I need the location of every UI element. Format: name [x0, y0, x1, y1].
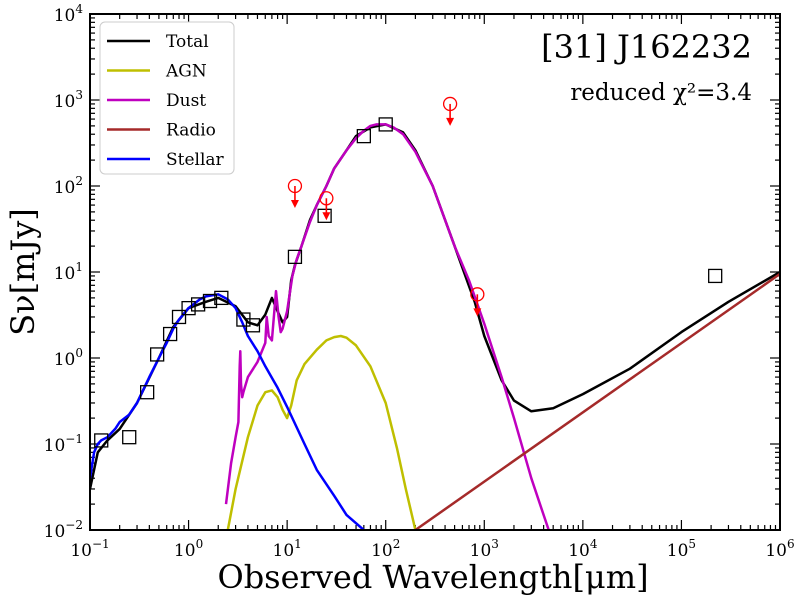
upper-limit-arrow-head: [446, 117, 455, 126]
observed-point: [171, 309, 187, 325]
observed-point: [317, 208, 332, 223]
legend-label-radio: Radio: [166, 121, 216, 141]
observed-point: [122, 430, 137, 445]
fit-annotation: reduced χ²=3.4: [570, 80, 752, 106]
observed-point: [181, 300, 196, 316]
plot-frame: [89, 13, 781, 531]
upper-limit-arrow-head: [473, 308, 482, 317]
y-tick-label: 10−2: [44, 518, 83, 542]
legend-label-total: Total: [166, 32, 209, 52]
observed-point: [150, 347, 165, 362]
observed-point: [378, 117, 393, 132]
observed-point: [94, 433, 109, 448]
legend-entries: Total AGN Dust Radio Stellar: [107, 32, 225, 170]
upper-limits: [287, 96, 485, 317]
legend: Total AGN Dust Radio Stellar: [99, 21, 235, 175]
observed-point: [140, 385, 155, 400]
observed-point: [356, 128, 371, 144]
x-tick-labels: 10−1 100 101 102 103 104 105 106: [70, 537, 794, 561]
observed-point: [162, 326, 178, 342]
upper-limit-arrow-head: [290, 200, 299, 208]
observed-points: [94, 117, 723, 448]
series-line-agn: [226, 334, 417, 530]
series-line-radio: [414, 272, 780, 530]
series-line-dust: [224, 123, 551, 530]
legend-label-dust: Dust: [166, 91, 206, 111]
observed-point: [287, 249, 303, 265]
legend-label-stellar: Stellar: [166, 150, 225, 170]
observed-point: [214, 290, 229, 306]
observed-point: [236, 312, 251, 327]
chart-title: [31] J162232: [541, 28, 752, 66]
x-axis-label: Observed Wavelength[μm]: [217, 558, 648, 596]
legend-box: [99, 21, 235, 175]
observed-point: [202, 293, 218, 309]
observed-point: [708, 268, 723, 284]
legend-label-agn: AGN: [165, 62, 207, 82]
series-line-stellar: [90, 293, 365, 530]
y-axis-label: Sν[mJy]: [4, 208, 42, 336]
upper-limit-arrow-head: [322, 212, 331, 221]
observed-point: [190, 297, 206, 312]
observed-point: [245, 318, 261, 333]
